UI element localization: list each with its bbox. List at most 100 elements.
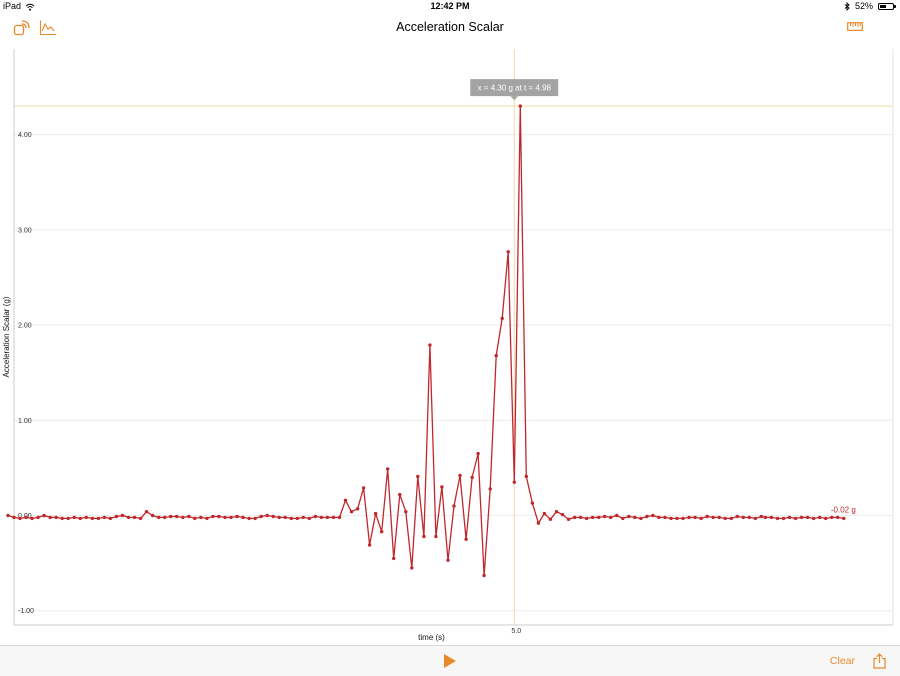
data-point: [343, 498, 348, 502]
tooltip-background: [470, 79, 559, 97]
battery-percent: 52%: [854, 1, 873, 11]
share-icon[interactable]: [873, 653, 886, 669]
data-point: [675, 516, 679, 521]
bluetooth-icon: [844, 2, 850, 11]
x-axis-title: time (s): [418, 633, 445, 642]
nav-bar: Acceleration Scalar: [0, 13, 900, 45]
data-point: [361, 486, 366, 490]
data-point: [223, 515, 227, 520]
data-series: [6, 104, 846, 578]
data-point: [434, 534, 438, 539]
data-point: [572, 515, 577, 520]
data-point: [367, 543, 372, 547]
data-point: [66, 516, 70, 521]
data-point: [603, 514, 607, 519]
battery-fill: [880, 5, 886, 8]
play-icon[interactable]: [443, 653, 457, 669]
clear-button[interactable]: Clear: [829, 655, 855, 667]
battery-icon: [878, 3, 896, 10]
data-point: [763, 515, 768, 520]
data-point: [536, 521, 541, 525]
y-tick-label: 2.00: [18, 323, 32, 330]
data-point: [289, 516, 293, 521]
data-point: [331, 515, 336, 520]
data-point: [193, 516, 197, 521]
data-point: [759, 514, 764, 519]
ruler-icon[interactable]: [847, 22, 863, 31]
data-point: [476, 451, 480, 456]
value-tooltip: x = 4.30 g at t = 4.98: [470, 79, 559, 101]
data-point: [114, 514, 119, 519]
data-point: [48, 515, 52, 520]
data-point: [96, 516, 101, 521]
data-point: [144, 510, 149, 514]
data-point: [500, 316, 504, 321]
data-point: [687, 515, 691, 520]
data-point: [633, 515, 637, 520]
data-point: [265, 513, 269, 518]
data-point: [181, 515, 185, 520]
series-line: [7, 105, 844, 577]
wifi-icon: [25, 3, 35, 11]
status-right: 52%: [844, 0, 896, 13]
data-point: [229, 515, 233, 520]
data-point: [307, 516, 311, 521]
data-point: [187, 514, 191, 519]
data-point: [512, 480, 516, 484]
data-point: [818, 515, 822, 520]
data-point: [301, 515, 305, 520]
data-point: [705, 514, 709, 519]
data-point: [325, 515, 330, 520]
data-point: [217, 514, 221, 519]
data-point: [120, 513, 125, 518]
data-point: [615, 513, 619, 518]
x-tick-labels: 5.0: [511, 628, 521, 635]
data-point: [524, 474, 528, 479]
data-point: [578, 515, 583, 520]
y-axis-title: Acceleration Scalar (g): [2, 296, 11, 377]
data-point: [464, 537, 468, 541]
data-point: [253, 516, 257, 521]
sensor-connect-icon[interactable]: [13, 19, 31, 37]
clock: 12:42 PM: [430, 1, 470, 11]
data-point: [458, 473, 462, 478]
data-point: [247, 516, 251, 521]
data-point: [241, 515, 245, 520]
data-point: [590, 515, 595, 520]
data-point: [494, 353, 498, 358]
data-point: [470, 475, 474, 480]
data-point: [717, 515, 721, 520]
y-tick-labels: -1.000.001.002.003.004.00: [18, 132, 34, 615]
data-point: [199, 515, 203, 520]
data-point: [30, 516, 34, 521]
data-point: [554, 510, 559, 514]
data-point: [90, 516, 95, 521]
y-tick-label: 4.00: [18, 132, 32, 139]
data-point: [235, 514, 239, 519]
device-name: iPad: [3, 1, 22, 11]
data-point: [355, 507, 360, 511]
data-point: [741, 515, 745, 520]
data-point: [157, 515, 161, 520]
data-point: [669, 516, 673, 521]
data-point: [138, 516, 143, 521]
data-point: [645, 514, 649, 519]
data-point: [446, 558, 450, 562]
data-point: [392, 556, 396, 561]
acceleration-chart[interactable]: -1.000.001.002.003.004.00 5.0 Accelerati…: [0, 45, 900, 645]
data-point: [627, 514, 631, 519]
data-point: [78, 516, 83, 521]
tooltip-text: x = 4.30 g at t = 4.98: [478, 84, 552, 93]
data-point: [319, 515, 324, 520]
data-point: [398, 492, 402, 497]
data-point: [126, 515, 131, 520]
graph-icon[interactable]: [39, 19, 57, 37]
data-point: [799, 515, 804, 520]
data-point: [621, 516, 625, 521]
data-point: [548, 517, 553, 521]
data-point: [337, 515, 342, 520]
data-point: [108, 516, 113, 521]
data-point: [518, 104, 522, 108]
data-point: [560, 512, 565, 517]
data-point: [404, 510, 408, 514]
